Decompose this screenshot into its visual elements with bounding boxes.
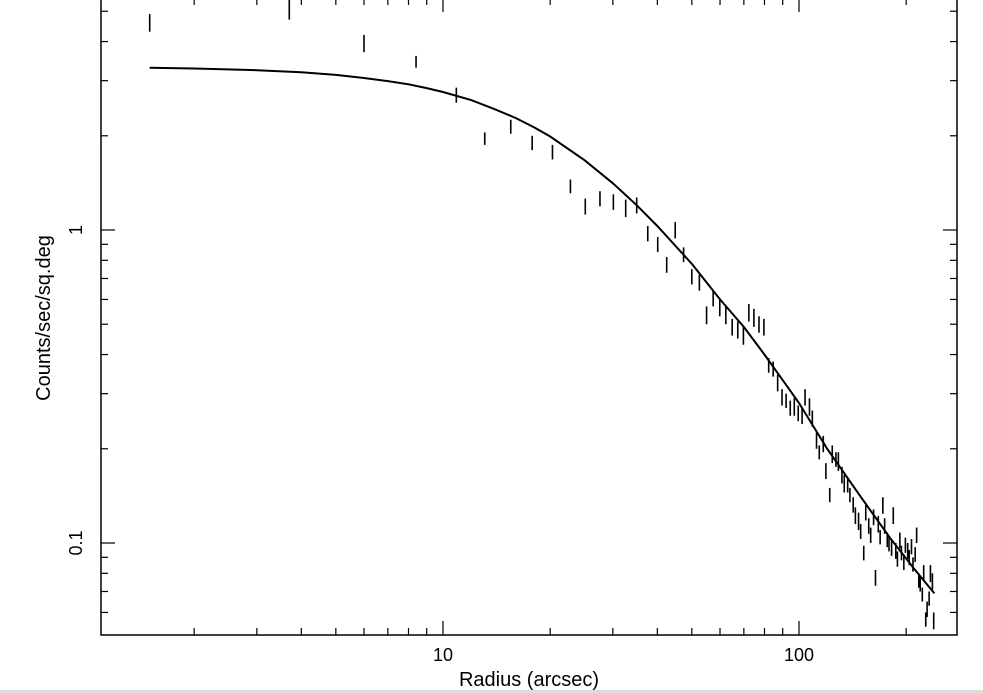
- model-curve: [149, 66, 936, 595]
- y-tick-label: 0.1: [66, 530, 86, 555]
- axis-ticks: [101, 0, 957, 635]
- x-tick-labels: 10 100: [433, 645, 814, 665]
- x-axis-title: Radius (arcsec): [459, 669, 599, 691]
- y-axis-title: Counts/sec/sq.deg: [33, 235, 55, 401]
- data-points: [148, 0, 935, 630]
- x-tick-label: 10: [433, 645, 453, 665]
- y-tick-labels: 10.1: [66, 225, 86, 556]
- y-tick-label: 1: [66, 225, 86, 235]
- plot-frame: [100, 0, 958, 636]
- x-tick-label: 100: [784, 645, 814, 665]
- window-bottom-edge: [0, 690, 983, 693]
